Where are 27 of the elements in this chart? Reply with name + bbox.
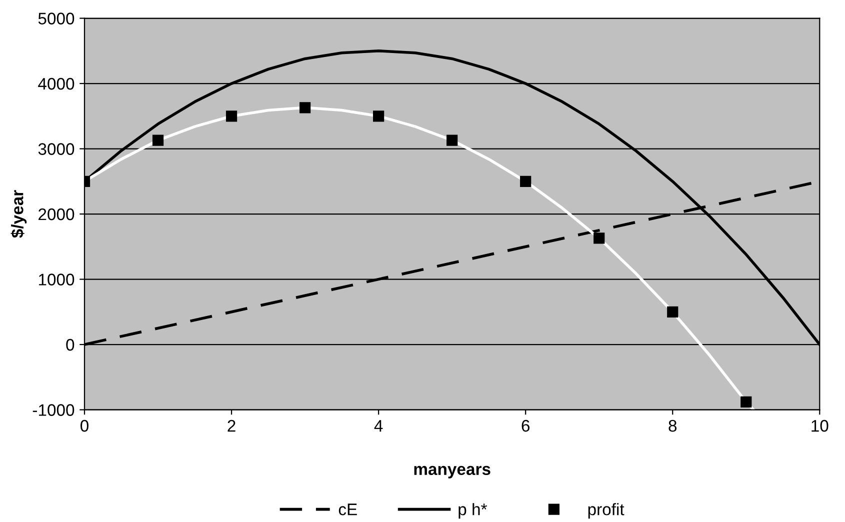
point bbox=[520, 176, 532, 187]
x-tick-label: 8 bbox=[668, 420, 677, 432]
point bbox=[226, 110, 238, 122]
point bbox=[594, 232, 605, 244]
point bbox=[740, 396, 752, 408]
point bbox=[667, 306, 678, 318]
x-tick-label: 10 bbox=[812, 420, 828, 432]
x-axis-title: manyears bbox=[414, 466, 490, 478]
legend-label: p h* bbox=[458, 503, 488, 519]
x-tick-label: 0 bbox=[80, 420, 88, 432]
point bbox=[446, 134, 458, 146]
x-tick-label: 4 bbox=[374, 420, 383, 432]
y-tick-label: -1000 bbox=[32, 404, 74, 416]
legend-label: profit bbox=[588, 503, 624, 519]
y-tick-label: 1000 bbox=[38, 274, 74, 286]
y-tick-label: 2000 bbox=[38, 208, 74, 220]
y-axis-title: $/year bbox=[10, 190, 27, 238]
y-tick-label: 0 bbox=[66, 338, 74, 351]
point bbox=[152, 134, 164, 146]
legend-label: cE bbox=[338, 504, 357, 516]
point bbox=[299, 102, 311, 114]
y-tick-label: 5000 bbox=[38, 12, 74, 24]
y-tick-label: 3000 bbox=[38, 143, 74, 155]
point bbox=[373, 110, 384, 122]
y-tick-label: 4000 bbox=[38, 78, 74, 90]
x-tick-label: 2 bbox=[228, 420, 236, 432]
x-tick-label: 6 bbox=[522, 420, 530, 432]
